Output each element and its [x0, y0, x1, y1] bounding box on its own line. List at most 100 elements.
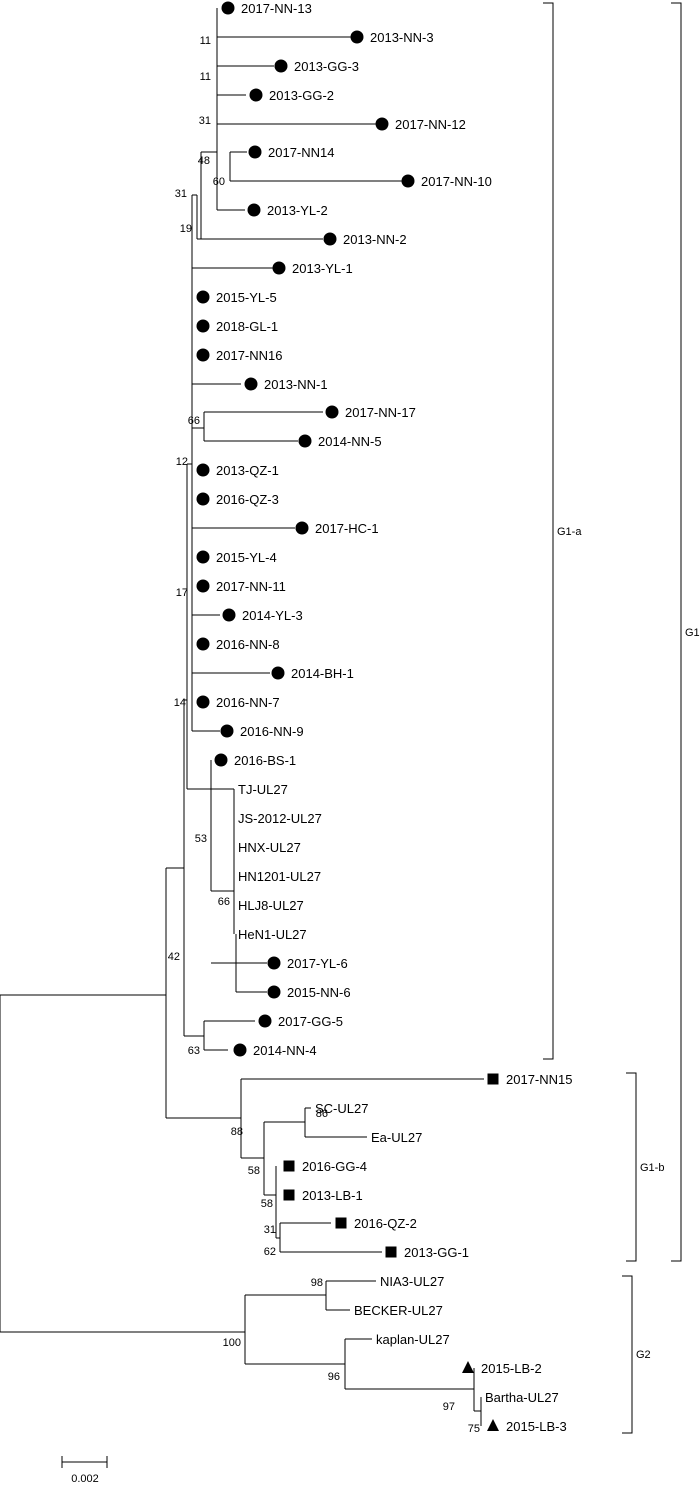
bootstrap-label: 31: [175, 188, 187, 200]
bootstrap-label: 66: [188, 415, 200, 427]
tip-label: HLJ8-UL27: [238, 898, 304, 913]
circle-marker-icon: [295, 521, 309, 535]
bootstrap-labels: 11 11 31 48 60 31 19 66 12 17 14 53 66 4…: [168, 35, 480, 1435]
tip-label: NIA3-UL27: [380, 1274, 444, 1289]
circle-marker-icon: [249, 88, 263, 102]
scale-bar-label: 0.002: [71, 1473, 99, 1485]
circle-marker-icon: [258, 1014, 272, 1028]
tip-label: 2013-GG-3: [294, 59, 359, 74]
tip-label: 2017-NN-10: [421, 174, 492, 189]
tip-label: 2016-NN-8: [216, 637, 280, 652]
circle-marker-icon: [247, 203, 261, 217]
group-brackets: G1-a G1-b G1 G2: [543, 2, 700, 1434]
circle-marker-icon: [222, 608, 236, 622]
circle-marker-icon: [214, 753, 228, 767]
circle-marker-icon: [272, 261, 286, 275]
group-label-g2: G2: [636, 1349, 651, 1361]
bootstrap-label: 11: [200, 35, 211, 47]
circle-marker-icon: [196, 637, 210, 651]
circle-marker-icon: [196, 550, 210, 564]
bootstrap-label: 42: [168, 951, 180, 963]
tip-label: 2017-NN-13: [241, 1, 312, 16]
circle-marker-icon: [298, 434, 312, 448]
tip-label: 2017-GG-5: [278, 1014, 343, 1029]
square-marker-icon: [385, 1246, 397, 1258]
bootstrap-label: 17: [176, 587, 188, 599]
tip-label: Bartha-UL27: [485, 1390, 559, 1405]
circle-marker-icon: [196, 579, 210, 593]
group-label-g1b: G1-b: [640, 1162, 664, 1174]
bootstrap-label: 66: [218, 896, 230, 908]
tip-label: 2015-YL-5: [216, 290, 277, 305]
circle-marker-icon: [350, 30, 364, 44]
tip-label: 2013-GG-2: [269, 88, 334, 103]
tip-label: 2014-YL-3: [242, 608, 303, 623]
triangle-marker-icon: [462, 1361, 474, 1373]
bootstrap-label: 63: [188, 1045, 200, 1057]
bracket-g1: [671, 2, 682, 1262]
tip-label: HNX-UL27: [238, 840, 301, 855]
tip-label: 2013-NN-3: [370, 30, 434, 45]
circle-marker-icon: [271, 666, 285, 680]
tip-label: Ea-UL27: [371, 1130, 422, 1145]
tip-label: 2014-BH-1: [291, 666, 354, 681]
bootstrap-label: 96: [328, 1371, 340, 1383]
scale-bar: 0.002: [61, 1456, 108, 1485]
tip-label: 2013-YL-2: [267, 203, 328, 218]
tip-label: 2013-LB-1: [302, 1188, 363, 1203]
tip-label: SC-UL27: [315, 1101, 368, 1116]
tip-label: 2016-QZ-2: [354, 1216, 417, 1231]
circle-marker-icon: [196, 492, 210, 506]
bootstrap-label: 48: [198, 155, 210, 167]
circle-marker-icon: [196, 695, 210, 709]
tip-label: TJ-UL27: [238, 782, 288, 797]
tip-label: 2015-YL-4: [216, 550, 277, 565]
bracket-g1a: [543, 2, 554, 1060]
tip-label: 2013-NN-1: [264, 377, 328, 392]
tip-label: 2016-BS-1: [234, 753, 296, 768]
circle-marker-icon: [401, 174, 415, 188]
tip-label: 2013-YL-1: [292, 261, 353, 276]
tip-label: 2016-NN-7: [216, 695, 280, 710]
circle-marker-icon: [323, 232, 337, 246]
square-marker-icon: [335, 1217, 347, 1229]
bootstrap-label: 60: [213, 176, 225, 188]
tip-label: 2013-GG-1: [404, 1245, 469, 1260]
tip-label: 2016-NN-9: [240, 724, 304, 739]
tip-label: kaplan-UL27: [376, 1332, 450, 1347]
bootstrap-label: 100: [223, 1337, 241, 1349]
tree-branches: [0, 8, 484, 1426]
bootstrap-label: 98: [311, 1277, 323, 1289]
circle-marker-icon: [244, 377, 258, 391]
tip-label: 2013-NN-2: [343, 232, 407, 247]
circle-marker-icon: [248, 145, 262, 159]
circle-marker-icon: [325, 405, 339, 419]
square-marker-icon: [487, 1073, 499, 1085]
bootstrap-label: 88: [231, 1126, 243, 1138]
bootstrap-label: 11: [200, 71, 211, 83]
bootstrap-label: 14: [174, 697, 186, 709]
tip-label: 2015-NN-6: [287, 985, 351, 1000]
tip-labels: 2017-NN-13 2013-NN-3 2013-GG-3 2013-GG-2 201…: [216, 1, 573, 1434]
tip-markers: [196, 1, 499, 1431]
tip-label: 2016-QZ-3: [216, 492, 279, 507]
triangle-marker-icon: [487, 1419, 499, 1431]
group-label-g1a: G1-a: [557, 526, 582, 538]
tip-label: 2013-QZ-1: [216, 463, 279, 478]
bracket-g1b: [626, 1072, 637, 1262]
bootstrap-label: 31: [264, 1224, 276, 1236]
bootstrap-label: 75: [468, 1423, 480, 1435]
tip-label: 2017-NN14: [268, 145, 335, 160]
bootstrap-label: 62: [264, 1246, 276, 1258]
tip-label: 2014-NN-5: [318, 434, 382, 449]
circle-marker-icon: [196, 319, 210, 333]
tip-label: JS-2012-UL27: [238, 811, 322, 826]
bootstrap-label: 58: [261, 1198, 273, 1210]
circle-marker-icon: [267, 985, 281, 999]
tip-label: 2016-GG-4: [302, 1159, 367, 1174]
circle-marker-icon: [196, 290, 210, 304]
circle-marker-icon: [375, 117, 389, 131]
circle-marker-icon: [267, 956, 281, 970]
tip-label: 2017-NN-12: [395, 117, 466, 132]
